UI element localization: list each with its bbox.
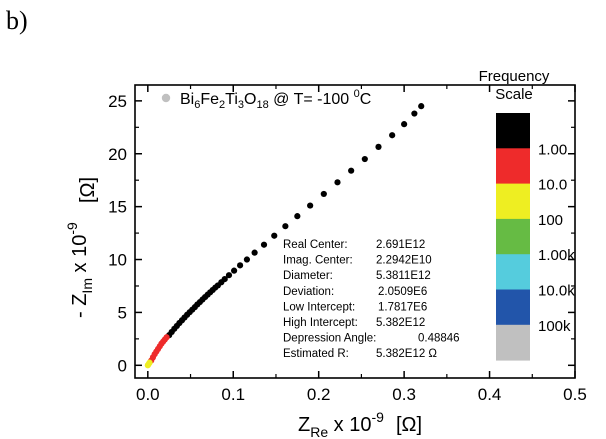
frequency-scale: Frequency Scale 1.00 10.0 100 1.00k 10.0k 100… <box>479 68 575 361</box>
data-point <box>236 262 244 269</box>
fit-value: 5.382E12 Ω <box>376 348 437 360</box>
fit-label: Imag. Center: <box>283 255 353 267</box>
panel-label: b) <box>6 6 28 35</box>
x-axis-unit: [Ω] <box>396 414 422 436</box>
frequency-scale-label: 1.00 <box>538 141 567 158</box>
x-tick-label: 0.2 <box>307 385 331 404</box>
y-tick-label: 20 <box>108 145 127 164</box>
x-tick-label: 0.3 <box>392 385 416 404</box>
data-point <box>251 249 258 256</box>
legend-label: Bi6Fe2Ti3O18 @ T= -100 0C <box>180 88 371 111</box>
x-axis-title: ZRe x 10-9 <box>298 409 384 439</box>
frequency-scale-label: 10.0 <box>538 177 567 194</box>
fit-label: Deviation: <box>283 286 334 298</box>
x-tick-label: 0.5 <box>563 385 587 404</box>
data-point <box>320 190 327 198</box>
data-point <box>146 359 153 366</box>
data-point <box>282 223 289 230</box>
y-tick-label: 0 <box>118 356 127 375</box>
frequency-scale-label: 1.00k <box>538 247 575 264</box>
x-axis-ticks: 0.0 0.1 0.2 0.3 0.4 0.5 <box>136 85 587 404</box>
data-point <box>260 241 268 248</box>
frequency-scale-label: 10.0k <box>538 283 575 300</box>
fit-value: 2.0509E6 <box>378 286 427 298</box>
x-tick-label: 0.0 <box>136 385 160 404</box>
fit-value: 5.382E12 <box>376 317 425 329</box>
frequency-scale-swatch <box>496 148 530 185</box>
data-point <box>231 267 238 274</box>
fit-value: 2.2942E10 <box>376 255 432 267</box>
frequency-scale-swatch <box>496 218 530 255</box>
data-point <box>271 232 278 239</box>
frequency-scale-swatch <box>496 113 530 149</box>
fit-label: Diameter: <box>283 270 333 282</box>
fit-label: High Intercept: <box>283 317 358 329</box>
frequency-scale-label: 100k <box>538 318 571 335</box>
y-tick-label: 5 <box>118 303 127 322</box>
data-point <box>225 272 233 279</box>
data-point <box>411 110 418 117</box>
x-tick-label: 0.1 <box>221 385 245 404</box>
data-point <box>334 179 341 186</box>
frequency-scale-swatches <box>496 113 530 361</box>
frequency-scale-swatch <box>496 289 530 326</box>
data-point <box>221 275 228 283</box>
data-point <box>375 143 382 150</box>
frequency-scale-label: 100 <box>538 212 563 229</box>
y-axis-ticks: 0 5 10 15 20 25 <box>108 92 575 375</box>
data-point <box>163 334 170 341</box>
plot-frame <box>134 84 576 379</box>
fit-value: 2.691E12 <box>376 239 425 251</box>
y-axis-title: - ZIm x 10-9 <box>64 222 95 318</box>
data-point <box>243 256 251 263</box>
fit-value: 1.7817E6 <box>378 301 427 313</box>
y-axis-unit: [Ω] <box>77 177 99 203</box>
frequency-scale-swatch <box>496 254 530 290</box>
fit-results: Real Center: 2.691E12 Imag. Center: 2.2942E… <box>283 239 460 360</box>
data-point <box>361 155 368 163</box>
frequency-scale-swatch <box>496 183 530 220</box>
data-point <box>307 202 314 209</box>
data-point <box>348 167 355 174</box>
fit-label: Depression Angle: <box>283 333 376 345</box>
fit-label: Low Intercept: <box>283 301 355 313</box>
fit-label: Estimated R: <box>283 348 349 360</box>
y-tick-label: 10 <box>108 251 127 270</box>
frequency-scale-title-line1: Frequency <box>479 68 550 85</box>
fit-value: 0.48846 <box>418 333 460 345</box>
frequency-scale-swatch <box>496 324 530 361</box>
y-tick-label: 25 <box>108 92 127 111</box>
data-points <box>144 103 425 369</box>
frequency-scale-title-line2: Scale <box>495 86 533 103</box>
data-point <box>389 132 396 139</box>
x-tick-label: 0.4 <box>478 385 502 404</box>
data-point <box>401 121 408 128</box>
data-point <box>418 103 425 110</box>
fit-value: 5.3811E12 <box>376 270 431 282</box>
frequency-scale-labels: 1.00 10.0 100 1.00k 10.0k 100k <box>538 141 575 334</box>
legend: Bi6Fe2Ti3O18 @ T= -100 0C <box>161 88 371 111</box>
legend-marker <box>161 93 171 103</box>
fit-label: Real Center: <box>283 239 348 251</box>
data-point <box>294 213 301 220</box>
y-tick-label: 15 <box>108 198 127 217</box>
